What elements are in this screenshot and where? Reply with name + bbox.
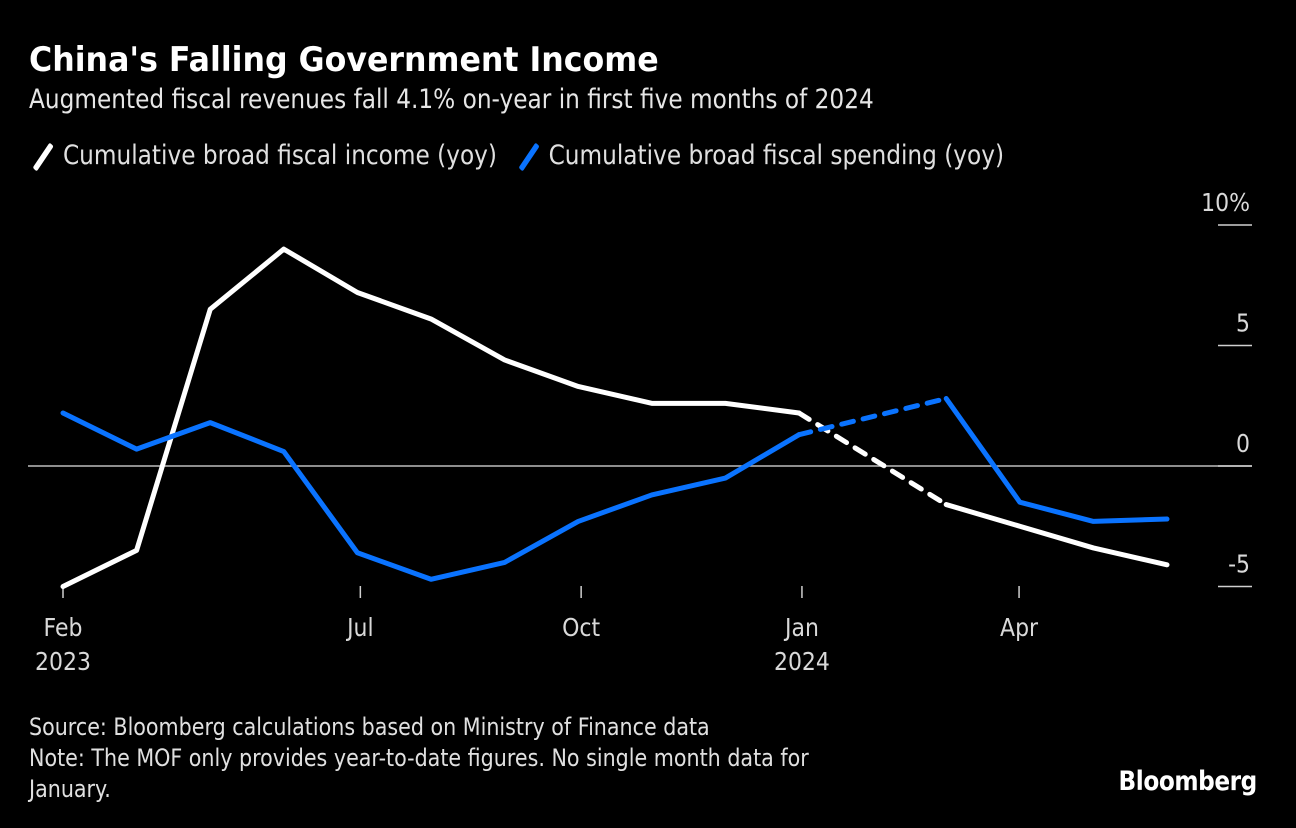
- legend-item-income: Cumulative broad fiscal income (yoy): [32, 140, 497, 171]
- chart-subtitle: Augmented fiscal revenues fall 4.1% on-y…: [29, 84, 874, 115]
- legend: Cumulative broad fiscal income (yoy) Cum…: [32, 140, 1025, 171]
- source-text: Source: Bloomberg calculations based on …: [29, 713, 710, 741]
- series-line-0: [943, 502, 1170, 568]
- series-gap-dashed-1: [796, 396, 949, 438]
- y-tick-label: -5: [1228, 549, 1250, 579]
- series-line-1: [943, 396, 1170, 524]
- legend-label-income: Cumulative broad fiscal income (yoy): [62, 140, 497, 171]
- legend-label-spending: Cumulative broad fiscal spending (yoy): [548, 140, 1005, 171]
- series-line-0: [60, 246, 802, 589]
- chart-title: China's Falling Government Income: [29, 40, 659, 80]
- x-tick-label: Feb: [44, 613, 83, 643]
- x-tick-label: Apr: [1000, 613, 1038, 643]
- legend-item-spending: Cumulative broad fiscal spending (yoy): [518, 140, 1004, 171]
- note-text-line2: January.: [29, 775, 111, 803]
- bloomberg-logo: Bloomberg: [1118, 766, 1258, 797]
- footer-notes: Source: Bloomberg calculations based on …: [29, 712, 809, 805]
- x-tick-year-label: 2024: [774, 647, 830, 677]
- note-text-line1: Note: The MOF only provides year-to-date…: [29, 744, 809, 772]
- x-tick-label: Jul: [345, 613, 373, 643]
- y-tick-label: 5: [1236, 308, 1250, 338]
- y-tick-label: 0: [1236, 429, 1250, 459]
- y-tick-label: 10%: [1201, 188, 1250, 218]
- series-line-1: [60, 410, 802, 582]
- x-tick-label: Oct: [562, 613, 600, 643]
- x-tick-label: Jan: [783, 613, 819, 643]
- x-tick-year-label: 2023: [35, 647, 91, 677]
